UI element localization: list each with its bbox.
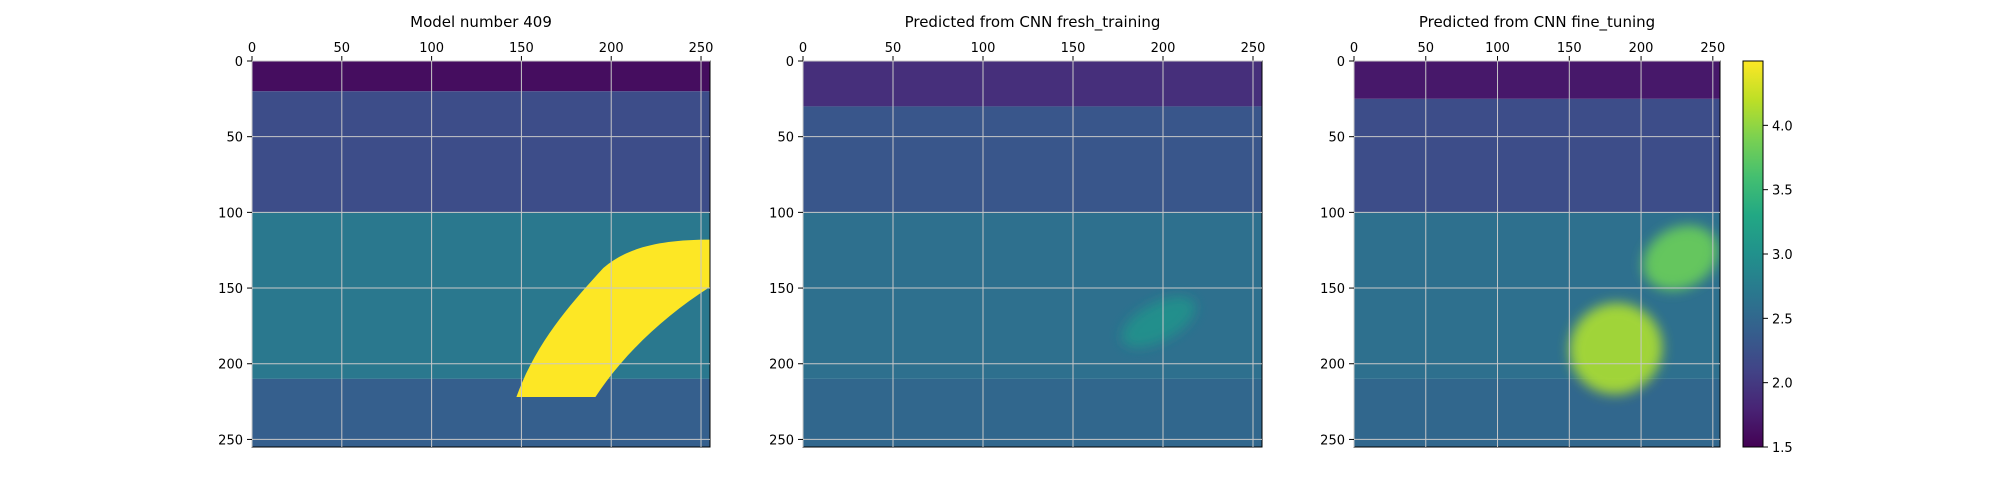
velocity-layer [1354,98,1720,213]
heatmap-image [1354,61,1720,447]
x-tick-label: 0 [799,41,807,56]
velocity-layer [803,106,1262,213]
velocity-layer [1354,378,1720,447]
y-tick-label: 150 [769,282,794,297]
panel-title: Predicted from CNN fresh_training [905,13,1161,32]
x-tick-label: 150 [1061,41,1086,56]
x-tick-label: 100 [419,41,444,56]
heatmap-panel-1: 0 50 100 150 200 250 0 50 100 150 200 250 Model numb… [218,13,713,448]
velocity-layer [803,61,1262,107]
x-tick-label: 0 [248,41,256,56]
x-tick-label: 150 [509,41,534,56]
y-tick-label: 50 [777,131,794,146]
x-tick-label: 250 [1700,41,1725,56]
x-tick-label: 250 [689,41,714,56]
colorbar-tick-label: 2.5 [1772,312,1793,327]
heatmap-image [803,61,1262,447]
heatmap-panel-2: 0 50 100 150 200 250 0 50 100 150 200 250 Predicted … [769,13,1265,448]
x-tick-label: 200 [599,41,624,56]
x-tick-label: 200 [1629,41,1654,56]
y-tick-label: 50 [1328,131,1345,146]
velocity-layer [1354,61,1720,99]
velocity-anomaly [1642,225,1719,291]
velocity-anomaly [1569,302,1663,395]
colorbar-tick-label: 3.0 [1772,248,1793,263]
velocity-layer [252,61,710,92]
y-tick-label: 150 [1320,282,1345,297]
y-tick-label: 0 [235,55,243,70]
y-tick-label: 100 [1320,206,1345,221]
y-tick-label: 250 [769,433,794,448]
velocity-layer [803,378,1262,447]
x-tick-label: 200 [1151,41,1176,56]
y-tick-label: 200 [1320,358,1345,373]
x-tick-label: 250 [1241,41,1266,56]
y-tick-label: 250 [1320,433,1345,448]
velocity-layer [252,91,710,213]
y-tick-label: 0 [786,55,794,70]
y-tick-label: 250 [218,433,243,448]
panel-title: Model number 409 [410,13,552,31]
colorbar-gradient [1742,60,1764,448]
velocity-layer [803,212,1262,379]
y-tick-label: 200 [218,358,243,373]
x-tick-label: 150 [1557,41,1582,56]
y-tick-label: 0 [1337,55,1345,70]
y-tick-label: 50 [226,131,243,146]
salt-body [516,239,710,398]
panel-title: Predicted from CNN fine_tuning [1419,13,1655,32]
y-tick-label: 150 [218,282,243,297]
y-tick-label: 100 [769,206,794,221]
x-tick-label: 50 [334,41,351,56]
x-tick-label: 0 [1350,41,1358,56]
y-tick-label: 200 [769,358,794,373]
heatmap-panel-3: 0 50 100 150 200 250 0 50 100 150 200 250 Predicted … [1320,13,1725,448]
velocity-layer [252,378,710,447]
x-tick-label: 100 [971,41,996,56]
x-tick-label: 100 [1485,41,1510,56]
colorbar-tick-label: 3.5 [1772,184,1793,199]
colorbar-tick-label: 2.0 [1772,377,1793,392]
colorbar-tick-label: 1.5 [1772,441,1793,456]
heatmap-image [252,61,710,447]
colorbar: 1.5 2.0 2.5 3.0 3.5 4.0 [1742,60,1793,456]
y-tick-label: 100 [218,206,243,221]
colorbar-tick-label: 4.0 [1772,119,1793,134]
x-tick-label: 50 [1417,41,1434,56]
velocity-anomaly [1121,296,1196,348]
x-tick-label: 50 [885,41,902,56]
